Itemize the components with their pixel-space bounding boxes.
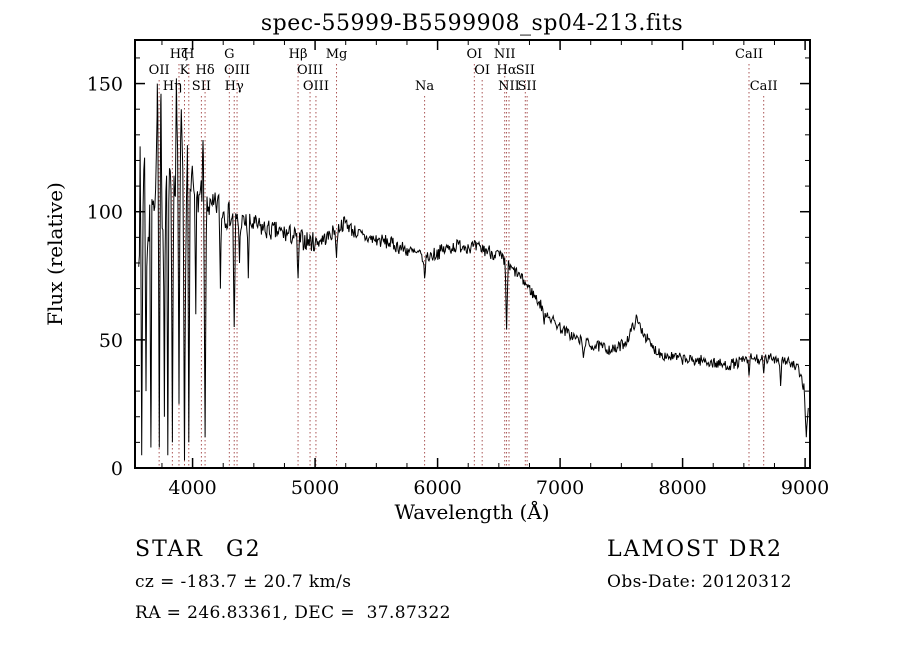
spectral-line-label: K <box>180 63 190 78</box>
spectral-line-label: Hβ <box>289 47 308 62</box>
spectrum-trace-group <box>138 78 809 461</box>
spectral-line-label: SII <box>192 79 211 94</box>
x-tick-label: 6000 <box>413 477 461 499</box>
plot-title: spec-55999-B5599908_sp04-213.fits <box>261 11 683 36</box>
plot-frame <box>134 39 811 469</box>
cz-value: cz = -183.7 ± 20.7 km/s <box>135 572 351 592</box>
obs-date: Obs-Date: 20120312 <box>607 572 792 592</box>
spectral-line-label: Hα <box>496 63 516 78</box>
spectral-line-label: OI <box>474 63 490 78</box>
x-tick-label: 9000 <box>781 477 829 499</box>
spectral-line-label: Mg <box>326 47 348 62</box>
spectral-line-label: Hδ <box>195 63 214 78</box>
spectral-line-label: OIII <box>224 63 250 78</box>
y-tick-label: 100 <box>87 202 123 224</box>
spectral-line-label: NII <box>498 79 520 94</box>
spectrum-path <box>138 78 809 461</box>
spectral-line-label: SII <box>516 63 535 78</box>
spectral-line-label: H <box>183 47 194 62</box>
axes-group: 4000 5000 6000 7000 8000 9000 0 50 100 150 <box>87 39 829 499</box>
spectral-line-label: Na <box>415 79 434 94</box>
survey-label: LAMOST DR2 <box>607 537 783 562</box>
y-tick-label: 0 <box>111 458 123 480</box>
x-axis-label: Wavelength (Å) <box>394 499 549 524</box>
object-type-label: STAR <box>135 537 204 562</box>
x-tick-label: 4000 <box>168 477 216 499</box>
spectral-line-label: G <box>224 47 234 62</box>
x-tick-label: 7000 <box>536 477 584 499</box>
spectral-line-label: CaII <box>735 47 763 62</box>
subclass-label: G2 <box>226 537 262 562</box>
spectral-line-label: OII <box>149 63 170 78</box>
spectral-line-label: NII <box>494 47 516 62</box>
spectral-line-label: Hγ <box>225 79 244 94</box>
spectral-line-label: Hζ <box>170 47 188 62</box>
spectral-line-label: Hη <box>163 79 182 94</box>
spectral-line-label: OI <box>466 47 482 62</box>
spectral-line-label: SII <box>518 79 537 94</box>
y-tick-label: 150 <box>87 74 123 96</box>
x-tick-label: 8000 <box>658 477 706 499</box>
spectral-line-label: CaII <box>750 79 778 94</box>
y-tick-label: 50 <box>99 330 123 352</box>
x-tick-label: 5000 <box>291 477 339 499</box>
spectral-line-label: OIII <box>303 79 329 94</box>
y-axis-label: Flux (relative) <box>43 182 67 326</box>
spectral-line-label: OIII <box>297 63 323 78</box>
ra-dec: RA = 246.83361, DEC = 37.87322 <box>135 603 451 623</box>
spectral-line-markers-group: OIIHηHζKHSIIHδGHγOIIIHβOIIIOIIIMgNaOIOIN… <box>149 47 778 466</box>
